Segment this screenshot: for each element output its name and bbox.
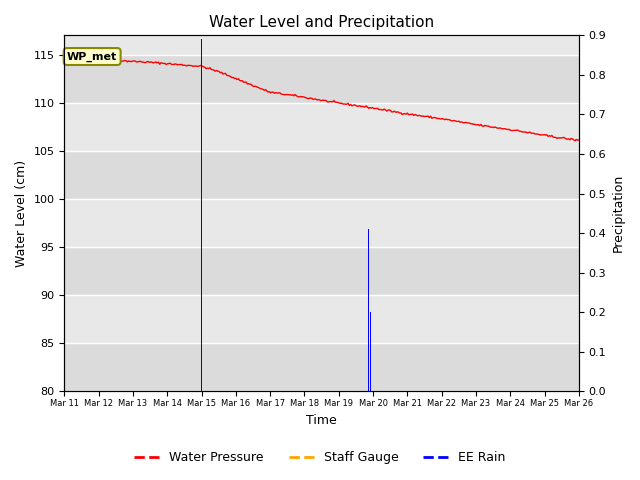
Bar	[64, 343, 579, 391]
Text: WP_met: WP_met	[67, 51, 117, 61]
Bar	[64, 151, 579, 199]
Y-axis label: Water Level (cm): Water Level (cm)	[15, 160, 28, 267]
Bar	[368, 229, 369, 391]
X-axis label: Time: Time	[307, 414, 337, 427]
Bar	[64, 247, 579, 295]
Title: Water Level and Precipitation: Water Level and Precipitation	[209, 15, 434, 30]
Bar	[370, 312, 371, 391]
Legend: Water Pressure, Staff Gauge, EE Rain: Water Pressure, Staff Gauge, EE Rain	[129, 446, 511, 469]
Bar	[64, 55, 579, 103]
Bar	[201, 39, 202, 391]
Y-axis label: Precipitation: Precipitation	[612, 174, 625, 252]
